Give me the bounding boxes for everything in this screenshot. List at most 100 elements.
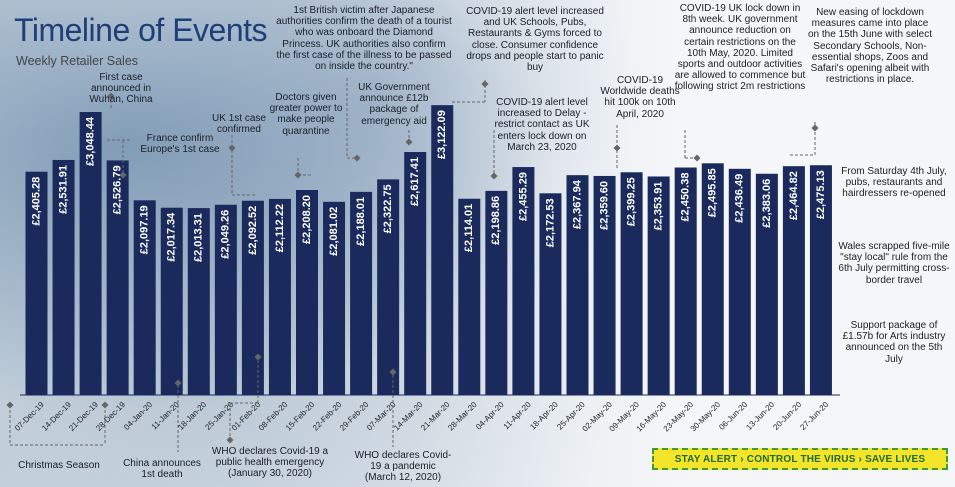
- annotation-delay: COVID-19 alert level increased to Delay …: [494, 97, 590, 153]
- annotation-marker: [6, 401, 14, 409]
- x-tick-label: 04-Jan-20: [122, 400, 154, 432]
- bar-08-Feb-20: [268, 198, 291, 395]
- annotation-marker: [811, 124, 819, 132]
- annotation-marker: [226, 436, 234, 444]
- bar-value-label: £2,017.34: [166, 212, 178, 262]
- bar-20-Jun-20: [782, 166, 805, 395]
- bar-23-May-20: [674, 167, 697, 395]
- bar-value-label: £2,475.13: [815, 170, 827, 219]
- bar-value-label: £2,198.86: [490, 196, 502, 245]
- bar-value-label: £2,464.82: [788, 171, 800, 220]
- bar-value-label: £2,081.02: [328, 207, 340, 256]
- bar-28-Dec-19: [106, 160, 129, 395]
- annotation-who-emergency: WHO declares Covid-19 a public health em…: [211, 446, 329, 480]
- annotation-uk-lockdown-8th: COVID-19 UK lock down in 8th week. UK go…: [674, 3, 806, 93]
- x-tick-label: 04-Apr-20: [474, 400, 506, 432]
- x-tick-label: 30-May-20: [689, 400, 723, 434]
- bar-25-Jan-20: [214, 204, 237, 395]
- bar-value-label: £2,405.28: [30, 177, 42, 226]
- bar-09-May-20: [620, 172, 643, 395]
- bar-02-May-20: [593, 175, 616, 395]
- bar-value-label: £2,188.01: [355, 197, 367, 246]
- page-title: Timeline of Events: [14, 12, 268, 48]
- bar-value-label: £2,208.20: [301, 195, 313, 244]
- bar-value-label: £2,526.79: [112, 165, 124, 214]
- bar-18-Apr-20: [539, 193, 562, 395]
- annotation-marker: [389, 368, 397, 376]
- x-tick-label: 18-Apr-20: [528, 400, 560, 432]
- bar-14-Dec-19: [52, 159, 75, 395]
- annotation-first-case: First case announced in Wuhan, China: [89, 72, 153, 106]
- annotation-marker: [101, 401, 109, 409]
- bar-value-label: £2,455.29: [517, 172, 529, 221]
- bar-13-Jun-20: [755, 173, 778, 395]
- annotation-marker: [174, 379, 182, 387]
- bar-04-Jan-20: [133, 200, 156, 395]
- bar-value-label: £2,172.53: [544, 198, 556, 247]
- annotation-marker: [693, 154, 701, 162]
- bar-29-Feb-20: [350, 191, 373, 395]
- bar-value-label: £3,048.44: [85, 116, 97, 166]
- annotation-doctors: Doctors given greater power to make peop…: [269, 92, 343, 137]
- annotation-uk-gov-12b: UK Government announce £12b package of e…: [358, 82, 430, 127]
- annotation-marker: [294, 171, 302, 179]
- bar-value-label: £2,617.41: [409, 157, 421, 206]
- annotation-marker: [405, 138, 413, 146]
- annotation-marker: [481, 80, 489, 88]
- bar-11-Jan-20: [160, 207, 183, 395]
- annotation-china-death: China announces 1st death: [123, 458, 201, 481]
- bar-07-Dec-19: [25, 171, 48, 395]
- bar-21-Dec-19: [79, 112, 102, 395]
- annotation-wales: Wales scrapped five-mile "stay local" ru…: [838, 241, 950, 286]
- bar-value-label: £2,353.91: [653, 181, 665, 230]
- annotation-worldwide-deaths: COVID-19 Worldwide deaths hit 100k on 10…: [600, 75, 680, 120]
- annotation-who-pandemic: WHO declares Covid-19 a pandemic (March …: [354, 450, 452, 484]
- bar-06-Jun-20: [728, 168, 751, 395]
- bar-04-Apr-20: [485, 190, 508, 395]
- bar-11-Apr-20: [512, 167, 535, 395]
- annotation-marker: [353, 154, 361, 162]
- bar-value-label: £2,383.06: [761, 179, 773, 228]
- annotation-marker: [107, 92, 115, 100]
- bar-07-Mar-20: [377, 179, 400, 395]
- page-subtitle: Weekly Retailer Sales: [16, 54, 139, 68]
- bar-28-Mar-20: [458, 198, 481, 395]
- annotation-france: France confirm Europe's 1st case: [140, 133, 220, 156]
- bar-30-May-20: [701, 163, 724, 395]
- annotation-marker: [119, 171, 127, 179]
- bar-18-Jan-20: [187, 208, 210, 395]
- bar-value-label: £2,367.94: [571, 179, 583, 229]
- annotation-british-victim: 1st British victim after Japanese author…: [276, 5, 452, 72]
- annotation-arts: Support package of £1.57b for Arts indus…: [842, 320, 946, 365]
- bar-27-Jun-20: [809, 165, 832, 395]
- annotation-marker: [228, 144, 236, 152]
- bar-01-Feb-20: [241, 200, 264, 395]
- bar-value-label: £2,013.31: [193, 213, 205, 262]
- bar-value-label: £2,049.26: [220, 210, 232, 259]
- bar-value-label: £2,450.38: [680, 173, 692, 222]
- annotation-christmas: Christmas Season: [18, 460, 100, 471]
- x-tick-label: 27-Jun-20: [798, 400, 830, 432]
- bar-16-May-20: [647, 176, 670, 395]
- bar-25-Apr-20: [566, 175, 589, 395]
- bar-14-Mar-20: [404, 152, 427, 395]
- x-tick-label: 28-Mar-20: [446, 400, 479, 433]
- bar-value-label: £2,097.19: [139, 205, 151, 254]
- bar-21-Mar-20: [431, 105, 454, 395]
- annotation-marker: [490, 172, 498, 180]
- annotation-new-easing: New easing of lockdown measures came int…: [808, 7, 932, 86]
- annotation-marker: [613, 144, 621, 152]
- bar-value-label: £2,495.85: [707, 168, 719, 217]
- bar-22-Feb-20: [323, 201, 346, 395]
- bar-value-label: £2,531.91: [57, 165, 69, 214]
- annotation-uk-first: UK 1st case confirmed: [212, 113, 266, 136]
- bar-value-label: £2,114.01: [463, 204, 475, 252]
- bar-value-label: £2,359.60: [598, 181, 610, 230]
- annotation-alert-increased: COVID-19 alert level increased and UK Sc…: [466, 6, 604, 73]
- stay-alert-banner: STAY ALERT › CONTROL THE VIRUS › SAVE LI…: [652, 448, 948, 470]
- annotation-marker: [254, 353, 262, 361]
- bar-value-label: £2,399.25: [626, 177, 638, 226]
- annotation-pubs-reopen: From Saturday 4th July, pubs, restaurant…: [841, 166, 947, 200]
- bar-value-label: £2,436.49: [734, 174, 746, 223]
